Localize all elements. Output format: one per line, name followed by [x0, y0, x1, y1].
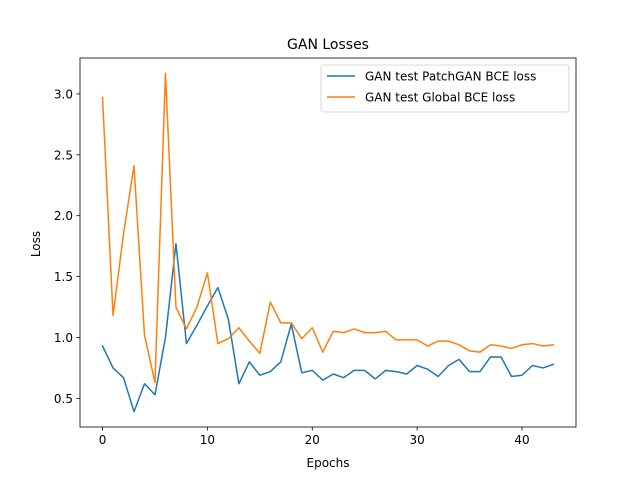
series-line-1 — [101, 72, 555, 384]
y-tick-label-4: 2.5 — [54, 148, 73, 162]
x-tick-label-0: 0 — [99, 433, 107, 447]
x-axis-label: Epochs — [307, 456, 350, 470]
legend-label-0: GAN test PatchGAN BCE loss — [365, 70, 536, 84]
series-line-0 — [101, 242, 555, 413]
y-tick-label-1: 1.0 — [54, 331, 73, 345]
y-tick-label-3: 2.0 — [54, 209, 73, 223]
y-tick-label-5: 3.0 — [54, 87, 73, 101]
y-tick-label-2: 1.5 — [54, 270, 73, 284]
x-tick-label-2: 20 — [305, 433, 320, 447]
x-tick-label-4: 40 — [514, 433, 529, 447]
x-tick-label-1: 10 — [200, 433, 215, 447]
chart-title: GAN Losses — [287, 37, 369, 53]
plot-area: 0 10 20 30 40 0.5 1.0 1.5 2.0 2.5 3.0 — [54, 57, 577, 447]
y-tick-label-0: 0.5 — [54, 392, 73, 406]
x-tick-label-3: 30 — [409, 433, 424, 447]
legend-label-1: GAN test Global BCE loss — [365, 91, 515, 105]
y-axis-label: Loss — [29, 231, 43, 257]
legend-box — [320, 64, 570, 113]
legend: GAN test PatchGAN BCE loss GAN test Globa… — [320, 64, 570, 113]
plot-frame — [79, 57, 577, 428]
